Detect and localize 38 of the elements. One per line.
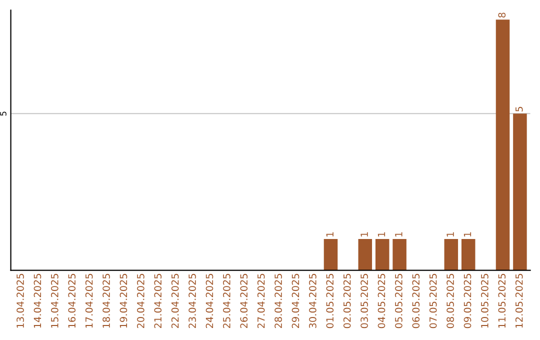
data-label: 5 [516, 106, 523, 112]
x-tick-label: 21.04.2025 [154, 274, 162, 328]
data-label: 1 [378, 232, 386, 237]
x-tick-label: 12.05.2025 [515, 274, 523, 328]
x-tick-label: 04.05.2025 [378, 274, 386, 328]
data-label: 1 [326, 232, 334, 237]
x-tick-label: 26.04.2025 [240, 274, 248, 328]
x-tick-label: 16.04.2025 [68, 274, 76, 328]
data-label: 1 [360, 232, 368, 237]
x-tick-label: 14.04.2025 [34, 274, 42, 328]
x-tick-label: 10.05.2025 [481, 274, 488, 328]
x-tick-label: 28.04.2025 [274, 274, 282, 328]
x-tick-label: 06.05.2025 [412, 274, 420, 328]
x-tick-label: 25.04.2025 [223, 274, 230, 328]
data-label: 1 [446, 232, 454, 237]
x-tick-label: 17.04.2025 [85, 274, 93, 328]
x-tick-label: 20.04.2025 [136, 274, 144, 328]
x-tick-label: 23.04.2025 [188, 274, 196, 328]
data-label: 1 [464, 232, 472, 237]
x-tick-label: 03.05.2025 [360, 274, 368, 328]
x-tick-label: 09.05.2025 [464, 274, 472, 328]
data-label: 1 [395, 232, 402, 237]
x-tick-label: 13.04.2025 [16, 274, 24, 328]
x-tick-label: 18.04.2025 [102, 274, 110, 328]
x-tick-label: 08.05.2025 [446, 274, 454, 328]
x-tick-label: 05.05.2025 [395, 274, 402, 328]
x-tick-label: 30.04.2025 [309, 274, 316, 328]
x-tick-label: 07.05.2025 [429, 274, 437, 328]
x-tick-label: 02.05.2025 [343, 274, 351, 328]
x-tick-label: 11.05.2025 [498, 274, 506, 328]
x-tick-label: 01.05.2025 [326, 274, 334, 328]
x-tick-label: 22.04.2025 [171, 274, 179, 328]
x-tick-label: 24.04.2025 [206, 274, 214, 328]
data-label: 8 [498, 12, 506, 18]
x-tick-label: 15.04.2025 [50, 274, 58, 328]
x-tick-label: 29.04.2025 [292, 274, 300, 328]
x-tick-label: 19.04.2025 [120, 274, 128, 328]
x-tick-label: 27.04.2025 [257, 274, 265, 328]
